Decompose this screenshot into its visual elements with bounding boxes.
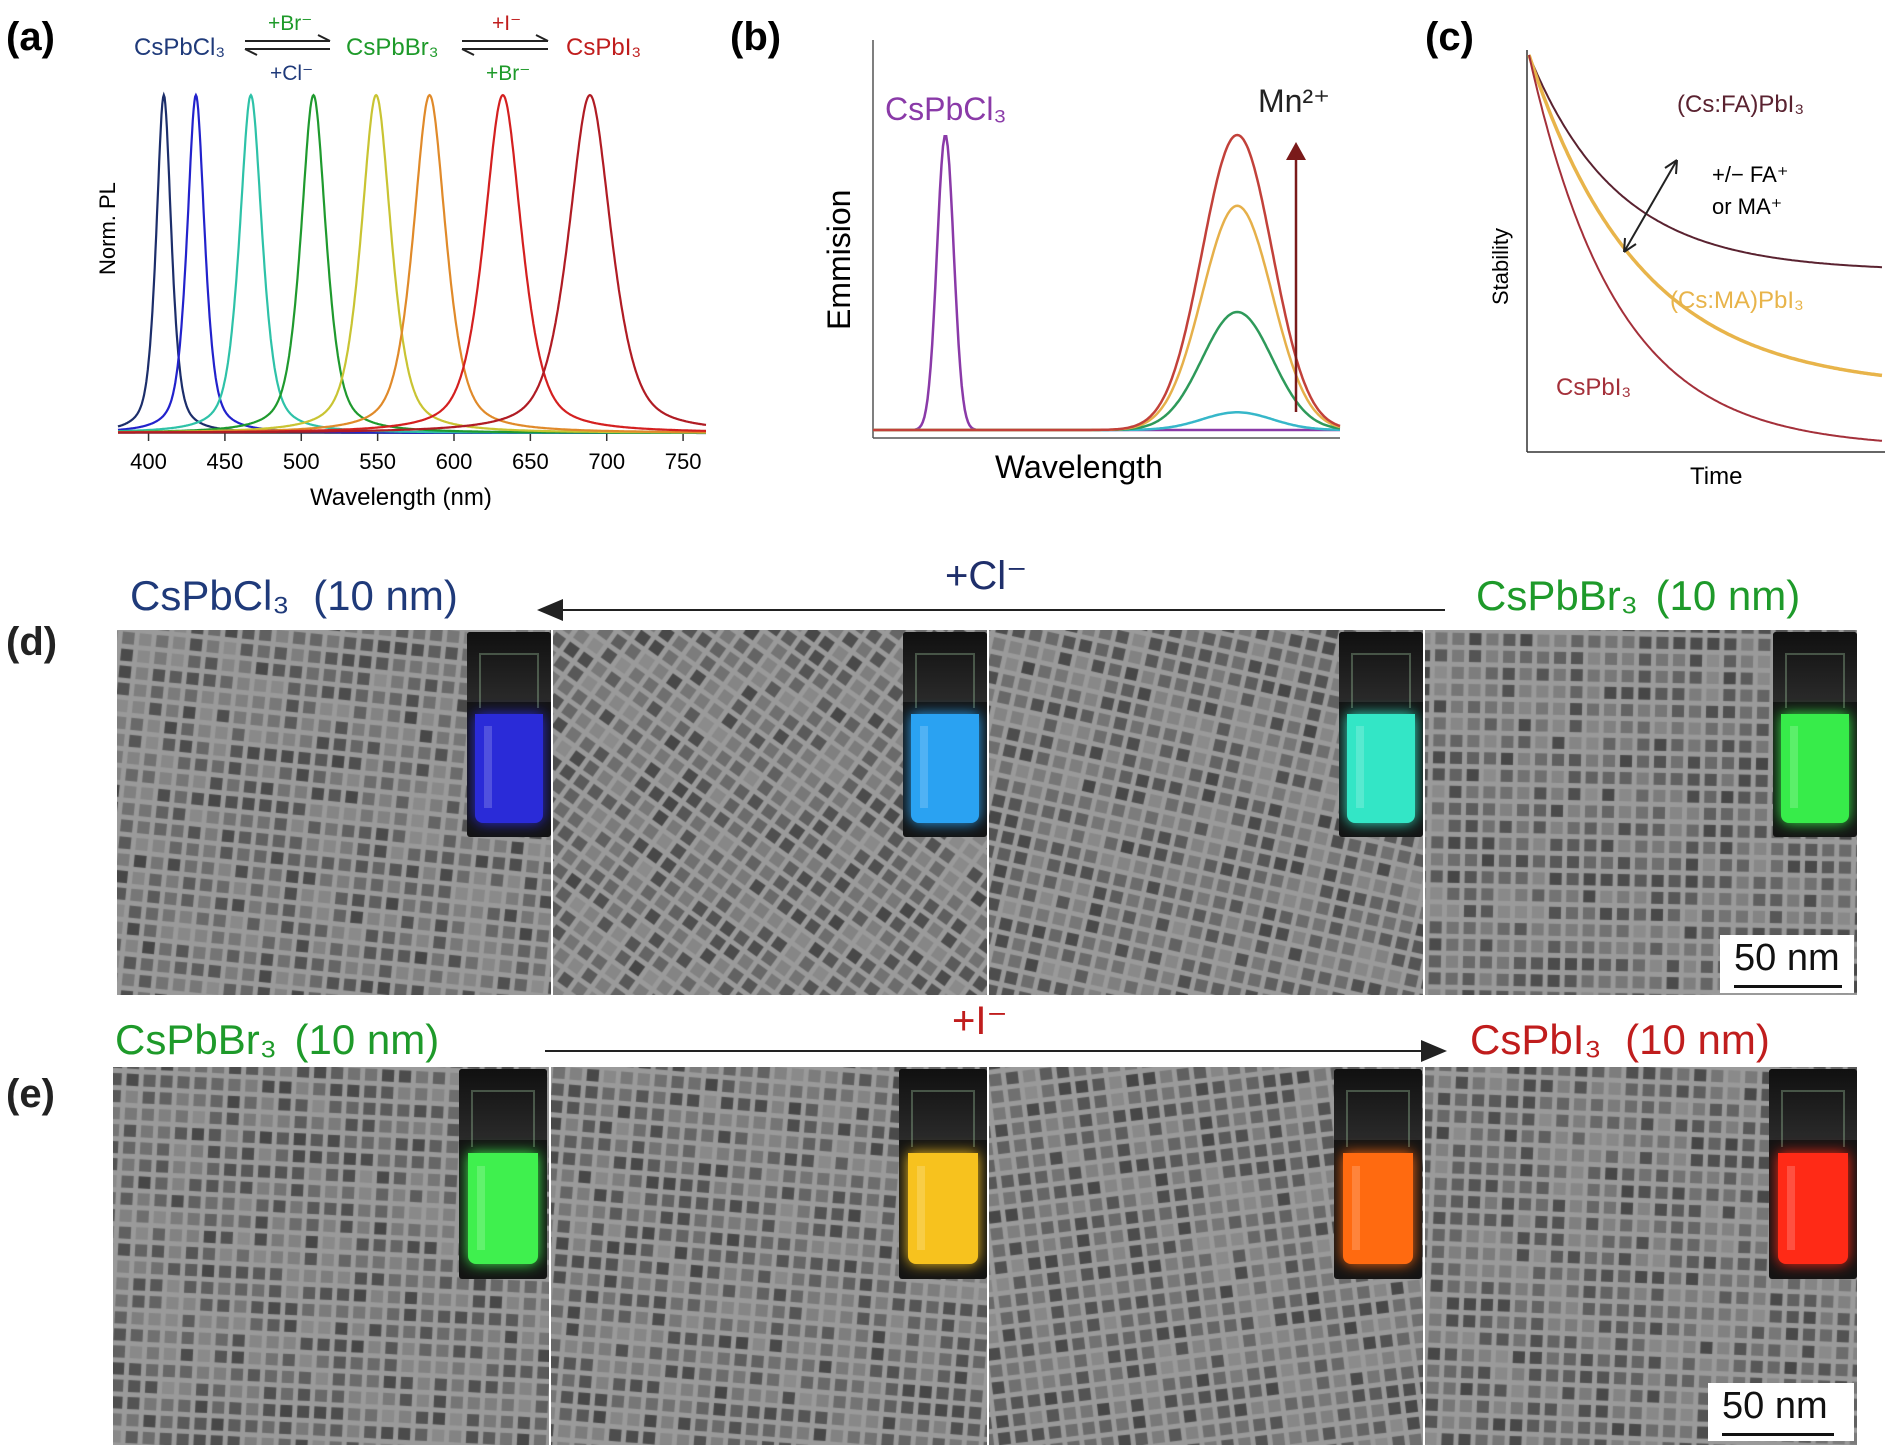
panel-label-e: (e): [6, 1072, 55, 1116]
top-charts-canvas: (a) (b) (c) CsPbCl₃ +Br⁻ +Cl⁻ CsPbBr₃ +I…: [6, 12, 1885, 511]
chart-a-ticklabel-400: 400: [130, 449, 167, 474]
row-d-scale-bar-line: [1734, 985, 1842, 988]
row-e-scale-bar-box: 50 nm: [1708, 1383, 1854, 1441]
chart-b-ylabel: Emmision: [821, 190, 857, 330]
chart-c-ylabel: Stability: [1488, 228, 1513, 305]
row-d-left-label: CsPbCl₃ (10 nm): [130, 572, 458, 620]
chart-c-series-csmapbi: [1527, 54, 1883, 378]
vial-e2: [899, 1069, 987, 1279]
row-e-right-formula: CsPbI₃: [1470, 1016, 1602, 1063]
chart-a-ylabel: Norm. PL: [95, 182, 120, 275]
chart-c-double-arrow: [1623, 159, 1678, 253]
chart-c-fa-label: (Cs:FA)PbI₃: [1677, 91, 1804, 118]
chart-a-ticklabel-650: 650: [512, 449, 549, 474]
reaction-br-label: CsPbBr₃: [346, 34, 438, 61]
row-e-arrow-head: [1421, 1040, 1447, 1062]
chart-b-mn-arrow-head: [1286, 142, 1306, 160]
row-d-arrow-head: [537, 599, 563, 621]
chart-a-ticklabel-600: 600: [436, 449, 473, 474]
chart-a-xlabel: Wavelength (nm): [310, 484, 492, 511]
chart-c: Stability Time (Cs:FA)PbI₃ (Cs:MA)PbI₃ C…: [1488, 50, 1885, 490]
chart-c-curves: [1527, 54, 1883, 442]
chart-c-series-csfapbi: [1528, 54, 1883, 269]
panel-a-reaction: CsPbCl₃ +Br⁻ +Cl⁻ CsPbBr₃ +I⁻ +Br⁻ CsPbI…: [134, 12, 641, 85]
chart-b-curves: [873, 133, 1341, 432]
chart-a-curves: [117, 91, 707, 435]
chart-a-ticks: 400 450 500 550 600 650 700 750: [130, 433, 701, 474]
row-e-right-size: (10 nm): [1625, 1016, 1770, 1063]
row-e-left-label: CsPbBr₃ (10 nm): [115, 1016, 439, 1064]
row-d-arrow: [555, 609, 1445, 611]
row-e-left-formula: CsPbBr₃: [115, 1016, 277, 1063]
reaction-cl-label: CsPbCl₃: [134, 34, 225, 61]
reaction-arrow2-top: +I⁻: [492, 12, 521, 35]
row-e-left-size: (10 nm): [294, 1016, 440, 1063]
panel-label-a: (a): [6, 15, 55, 59]
row-e-scale-bar-text: 50 nm: [1722, 1385, 1828, 1427]
row-e-right-label: CsPbI₃ (10 nm): [1470, 1016, 1770, 1064]
row-d-right-label: CsPbBr₃ (10 nm): [1476, 572, 1800, 620]
row-d-right-size: (10 nm): [1655, 572, 1801, 619]
chart-c-cs-label: CsPbI₃: [1556, 374, 1631, 401]
vial-d2: [903, 632, 987, 837]
chart-a-ticklabel-550: 550: [359, 449, 396, 474]
reaction-arrow1-left-head: [244, 48, 258, 56]
vial-e1: [459, 1069, 547, 1279]
chart-c-double-arrow-head-top: [1664, 159, 1678, 175]
row-d-right-formula: CsPbBr₃: [1476, 572, 1638, 619]
row-d-left-size: (10 nm): [313, 572, 458, 619]
chart-c-change-line1: +/− FA⁺: [1712, 162, 1788, 187]
panel-label-b: (b): [730, 15, 781, 59]
chart-c-double-arrow-head-bottom: [1623, 237, 1637, 253]
reaction-arrow2-left-head: [461, 48, 475, 56]
chart-c-ma-label: (Cs:MA)PbI₃: [1670, 287, 1804, 314]
chart-b-mn-label: Mn²⁺: [1258, 83, 1330, 119]
vial-e4: [1769, 1069, 1857, 1279]
chart-b-series-Mn-max: [873, 133, 1341, 432]
panel-label-c: (c): [1425, 15, 1474, 59]
row-e-scale-bar-line: [1722, 1433, 1834, 1436]
reaction-arrow1-bottom: +Cl⁻: [270, 62, 313, 85]
panel-label-d: (d): [6, 620, 58, 664]
chart-a-ticklabel-500: 500: [283, 449, 320, 474]
chart-c-series-cspbi: [1528, 54, 1883, 442]
chart-a-ticklabel-450: 450: [207, 449, 244, 474]
row-e-arrow: [545, 1050, 1425, 1052]
chart-c-change-line2: or MA⁺: [1712, 194, 1782, 219]
reaction-arrow1-top: +Br⁻: [268, 12, 312, 35]
row-e-arrow-label: +I⁻: [952, 999, 1008, 1043]
chart-b-xlabel: Wavelength: [995, 449, 1163, 485]
chart-b-series-Mn-low: [873, 411, 1341, 432]
row-d-scale-bar-text: 50 nm: [1734, 937, 1840, 979]
vial-d1: [467, 632, 551, 837]
chart-a-ticklabel-700: 700: [588, 449, 625, 474]
reaction-arrow2-right-head: [535, 34, 549, 42]
reaction-i-label: CsPbI₃: [566, 34, 641, 61]
vial-d4: [1773, 632, 1857, 837]
chart-c-xlabel: Time: [1690, 463, 1742, 490]
chart-b-series-Mn-mid: [873, 310, 1341, 432]
row-d-scale-bar-box: 50 nm: [1720, 935, 1854, 993]
chart-a: Norm. PL Wavelength (nm) 400 450 500 550 600…: [95, 91, 707, 511]
vial-d3: [1339, 632, 1423, 837]
chart-b-cl-label: CsPbCl₃: [885, 91, 1007, 127]
chart-b: Emmision Wavelength CsPbCl₃ Mn²⁺: [821, 40, 1341, 485]
reaction-arrow2-bottom: +Br⁻: [486, 62, 530, 85]
row-d-arrow-label: +Cl⁻: [945, 554, 1028, 598]
row-d-left-formula: CsPbCl₃: [130, 572, 290, 619]
reaction-arrow1-right-head: [317, 34, 331, 42]
vial-e3: [1334, 1069, 1422, 1279]
chart-a-ticklabel-750: 750: [665, 449, 702, 474]
chart-a-series-peak-689: [118, 93, 707, 434]
